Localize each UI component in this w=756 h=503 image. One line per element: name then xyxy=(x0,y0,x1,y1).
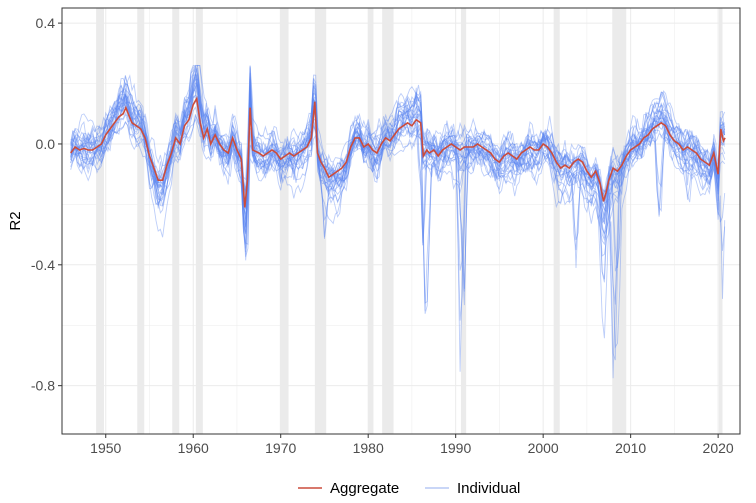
recession-band xyxy=(314,8,327,434)
individual-series-line xyxy=(70,73,726,304)
recession-band xyxy=(96,8,104,434)
recession-band xyxy=(553,8,560,434)
y-tick-label: 0.4 xyxy=(36,15,56,31)
individual-series-line xyxy=(70,76,725,271)
plot-border xyxy=(61,7,741,435)
y-axis-title: R2 xyxy=(7,211,24,230)
x-tick-label: 1970 xyxy=(265,440,296,456)
x-tick-label: 1980 xyxy=(353,440,384,456)
plot-background xyxy=(62,8,740,434)
x-tick-label: 1960 xyxy=(178,440,209,456)
individual-series-line xyxy=(70,65,726,251)
individual-series-line xyxy=(70,67,726,305)
y-tick-label: -0.4 xyxy=(31,257,55,273)
legend-label-aggregate: Aggregate xyxy=(330,480,399,497)
individual-series-line xyxy=(70,65,726,246)
individual-series-line xyxy=(70,68,726,379)
individual-series-line xyxy=(70,64,726,306)
legend-label-individual: Individual xyxy=(457,480,520,497)
legend: Aggregate Individual xyxy=(298,480,520,497)
recession-band xyxy=(382,8,394,434)
recession-band xyxy=(172,8,180,434)
recession-band xyxy=(279,8,289,434)
individual-series-line xyxy=(70,64,726,361)
aggregate-series-line xyxy=(70,96,726,208)
individual-series-line xyxy=(70,77,726,314)
x-tick-label: 1950 xyxy=(90,440,121,456)
individual-series-line xyxy=(70,92,726,283)
individual-series-line xyxy=(70,64,726,292)
x-tick-label: 2000 xyxy=(528,440,559,456)
individual-series-line xyxy=(70,75,726,246)
x-tick-label: 1990 xyxy=(440,440,471,456)
x-tick-label: 2020 xyxy=(703,440,734,456)
individual-series-line xyxy=(70,82,726,222)
individual-series-line xyxy=(70,114,726,261)
recession-band xyxy=(612,8,627,434)
recession-bands xyxy=(96,8,723,434)
y-tick-label: 0.0 xyxy=(36,136,56,152)
individual-series-line xyxy=(70,98,726,238)
recession-band xyxy=(137,8,145,434)
y-axis: 0.4 0.0 -0.4 -0.8 xyxy=(31,15,62,394)
x-tick-label: 2010 xyxy=(615,440,646,456)
recession-band xyxy=(460,8,467,434)
x-axis: 1950 1960 1970 1980 1990 2000 2010 2020 xyxy=(90,434,734,456)
individual-series-line xyxy=(70,74,725,321)
individual-series-line xyxy=(70,84,726,339)
individual-series-line xyxy=(70,66,726,269)
recession-band xyxy=(719,8,723,434)
recession-band xyxy=(195,8,203,434)
grid-lines xyxy=(61,8,740,434)
aggregate-line xyxy=(70,96,726,208)
y-tick-label: -0.8 xyxy=(31,378,55,394)
individual-series-line xyxy=(70,70,726,269)
recession-band xyxy=(368,8,374,434)
individual-series-line xyxy=(70,117,726,280)
